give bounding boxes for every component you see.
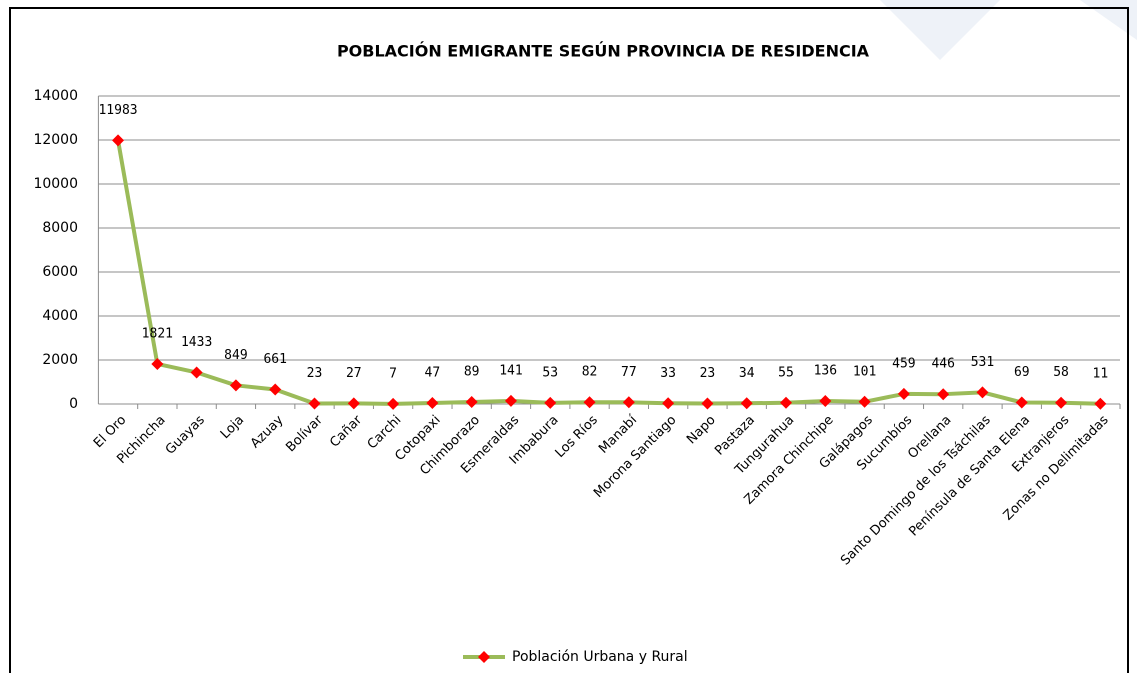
x-tick-label: Guayas (163, 413, 208, 458)
line (116, 140, 1101, 406)
marker (701, 397, 714, 410)
marker (662, 397, 675, 410)
data-label: 661 (263, 352, 286, 367)
data-label: 55 (778, 365, 794, 380)
marker (976, 386, 989, 399)
marker (190, 366, 203, 379)
marker (426, 396, 439, 409)
marker (308, 397, 321, 410)
marker (622, 396, 635, 409)
marker (269, 383, 282, 396)
x-tick-label: Azuay (248, 412, 287, 451)
data-label: 82 (582, 365, 598, 380)
data-label: 53 (542, 365, 558, 380)
x-tick-label: El Oro (91, 413, 129, 451)
data-label: 77 (621, 365, 637, 380)
x-tick-label: Napo (684, 413, 719, 448)
data-label: 459 (892, 356, 915, 371)
data-label: 47 (425, 365, 441, 380)
data-label: 1433 (181, 335, 212, 350)
data-label: 69 (1014, 365, 1030, 380)
data-label: 531 (971, 355, 994, 370)
data-label: 23 (307, 366, 323, 381)
decoration (880, 0, 1000, 60)
marker (1015, 396, 1028, 409)
data-label: 136 (814, 364, 837, 379)
data-label: 89 (464, 365, 480, 380)
chart-title: POBLACIÓN EMIGRANTE SEGÚN PROVINCIA DE R… (337, 42, 870, 61)
marker (740, 397, 753, 410)
data-label: 23 (700, 366, 716, 381)
x-tick-label: Bolívar (283, 412, 326, 455)
marker (780, 396, 793, 409)
data-label: 849 (224, 348, 247, 363)
marker (858, 395, 871, 408)
data-label: 33 (660, 366, 676, 381)
data-label: 34 (739, 366, 755, 381)
y-tick-label: 4000 (42, 308, 78, 324)
y-tick-label: 6000 (42, 264, 78, 280)
chart-border (9, 7, 1129, 673)
marker (1055, 396, 1068, 409)
data-label: 1821 (142, 326, 173, 341)
y-tick-label: 10000 (33, 176, 78, 192)
data-label: 58 (1053, 365, 1069, 380)
marker (151, 357, 164, 370)
marker (819, 395, 832, 408)
marker (897, 387, 910, 400)
decoration (1080, 0, 1137, 40)
marker (937, 388, 950, 401)
data-label: 11 (1093, 366, 1109, 381)
data-label: 101 (853, 364, 876, 379)
marker (583, 396, 596, 409)
data-label: 141 (499, 363, 522, 378)
x-tick-label: Cañar (327, 412, 365, 450)
marker (465, 396, 478, 409)
marker (347, 397, 360, 410)
y-tick-label: 2000 (42, 352, 78, 368)
data-label: 11983 (98, 103, 137, 118)
marker (112, 134, 125, 147)
y-tick-label: 8000 (42, 220, 78, 236)
marker (544, 396, 557, 409)
y-tick-label: 12000 (33, 132, 78, 148)
legend-marker (478, 651, 490, 663)
data-label: 27 (346, 366, 362, 381)
legend-label: Población Urbana y Rural (512, 649, 688, 665)
data-label: 446 (931, 357, 954, 372)
y-tick-label: 0 (69, 396, 78, 412)
x-tick-label: Loja (218, 413, 247, 442)
x-tick-label: Los Ríos (553, 413, 601, 461)
marker (504, 394, 517, 407)
marker (1094, 397, 1107, 410)
marker (229, 379, 242, 392)
data-label: 7 (389, 366, 397, 381)
y-tick-label: 14000 (33, 88, 78, 104)
marker (387, 397, 400, 410)
